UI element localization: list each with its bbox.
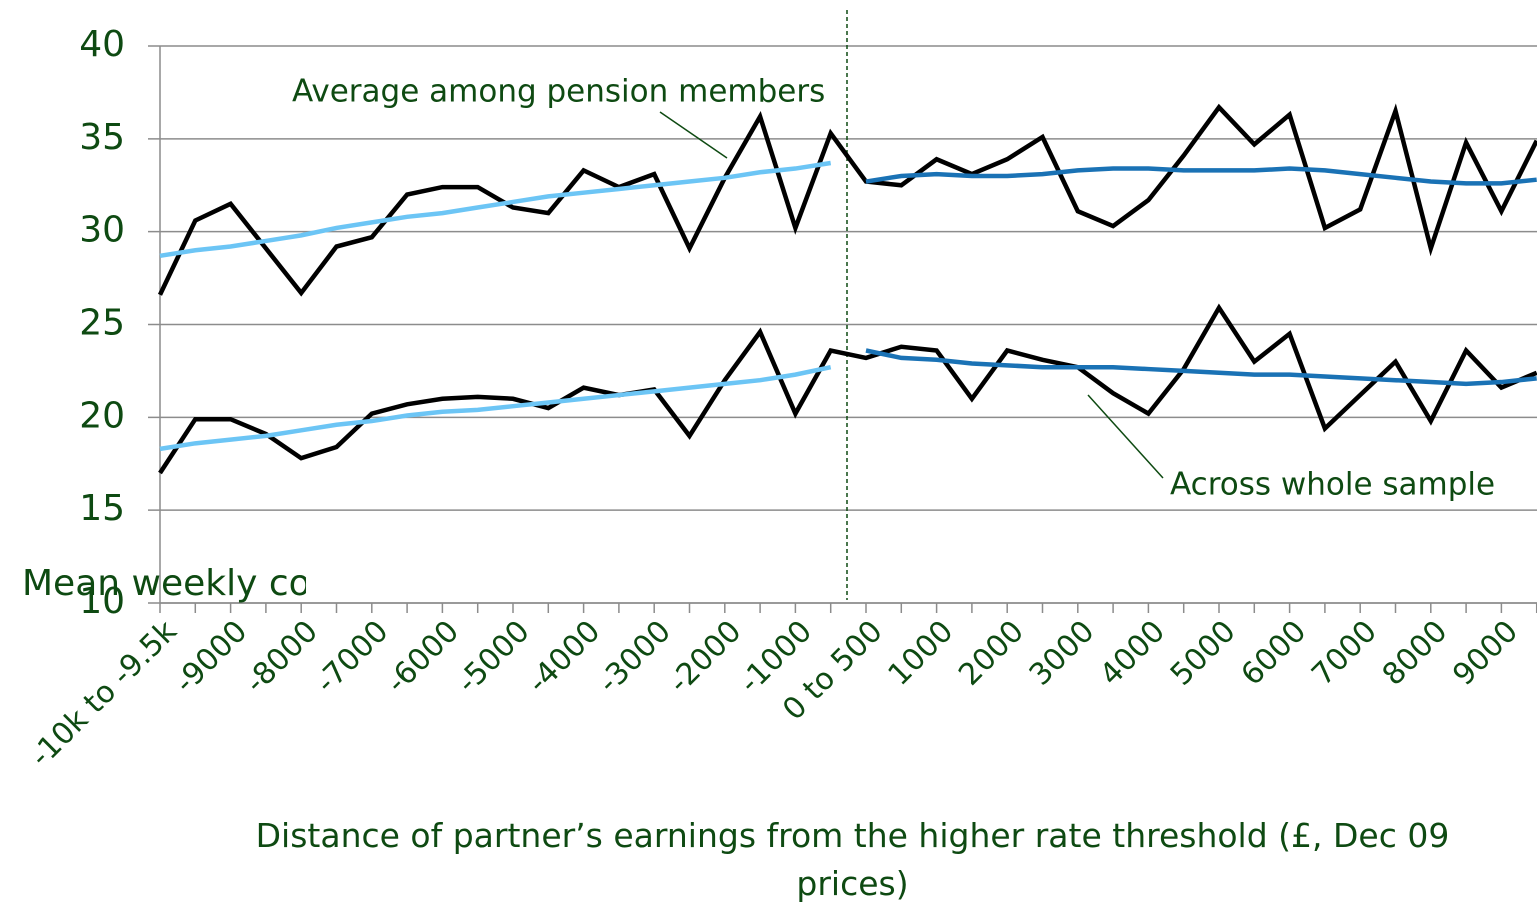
series-line [157,103,1537,297]
y-tick-label: 15 [79,488,125,529]
x-tick-label: -7000 [309,614,395,700]
y-tick-label: 20 [79,395,125,436]
annotation: Across whole sample [1170,467,1495,503]
x-tick-label: 4000 [1093,614,1172,693]
x-tick-label: -5000 [450,614,536,700]
series-line [159,365,832,452]
x-tick-label: -3000 [591,614,677,700]
x-tick-label: 7000 [1305,614,1384,693]
series-line [159,160,832,259]
x-tick-label: 1000 [882,614,961,693]
y-axis-title: Mean weekly co [22,563,311,604]
x-tick-label: -10k to -9.5k [24,613,185,774]
y-tick-label: 30 [79,210,125,251]
x-tick-label: -6000 [380,614,466,700]
y-tick-label: 35 [79,117,125,158]
y-tick-label: 25 [79,303,125,344]
x-axis-title: Distance of partner’s earnings from the … [255,816,1450,903]
leader-line [659,111,728,159]
y-tick-label: 10 [79,581,125,622]
x-tick-label: -9000 [168,614,254,700]
plot: 10 15 20 25 30 35 40 -10k to -9.5k-9000-8000-70… [24,24,1537,774]
series-line [865,166,1537,186]
x-tick-label: 9000 [1446,614,1525,693]
x-tick-label: -8000 [238,614,324,700]
x-tick-label: 3000 [1023,614,1102,693]
x-tick-label: -4000 [521,614,607,700]
x-tick-label: 2000 [952,614,1031,693]
x-tick-label: 6000 [1235,614,1314,693]
x-tick-label: -2000 [662,614,748,700]
annotation: Average among pension members [292,74,825,110]
series-line [158,303,1537,475]
series-line [865,348,1537,387]
series-layer: Mean weekly co [22,103,1537,604]
x-tick-label: 8000 [1376,614,1455,693]
leader-line [1087,394,1164,479]
y-tick-label: 40 [79,24,125,65]
x-tick-label: 5000 [1164,614,1243,693]
